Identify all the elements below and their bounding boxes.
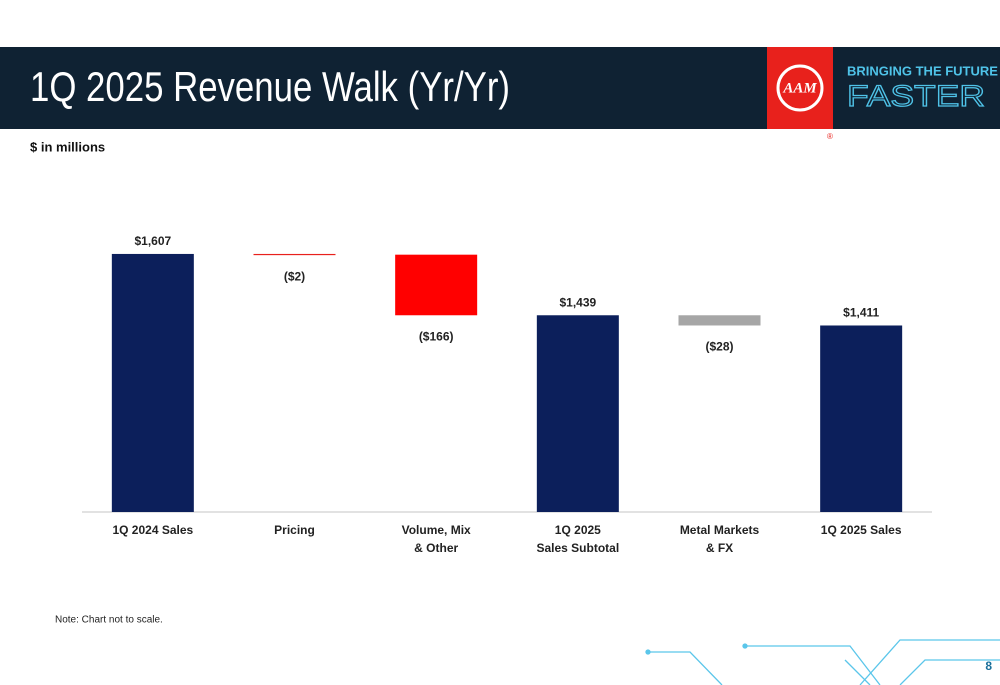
- x-tick-label: Pricing: [274, 523, 315, 537]
- x-tick-label: 1Q 2025 Sales: [821, 523, 902, 537]
- bar: [820, 325, 903, 512]
- subtitle: $ in millions: [30, 139, 105, 154]
- page-number: 8: [985, 659, 992, 673]
- value-label: $1,439: [559, 295, 596, 309]
- bar: [536, 315, 619, 512]
- bar: [395, 254, 478, 316]
- bar: [253, 253, 336, 256]
- bar: [111, 253, 194, 512]
- slide-title: 1Q 2025 Revenue Walk (Yr/Yr): [30, 63, 510, 110]
- bar: [678, 315, 761, 326]
- header-band: [0, 47, 1000, 129]
- value-label: $1,411: [843, 306, 879, 320]
- value-label: $1,607: [134, 234, 171, 248]
- x-tick-label: 1Q 2024 Sales: [112, 523, 193, 537]
- note: Note: Chart not to scale.: [55, 615, 163, 626]
- x-tick-label: Metal Markets & FX: [680, 523, 760, 555]
- value-label: ($166): [419, 329, 454, 343]
- logo-text: AAM: [782, 80, 817, 96]
- value-label: ($28): [705, 340, 733, 354]
- registered-mark: ®: [827, 132, 833, 141]
- decoration: [645, 639, 1000, 685]
- logo-ring: [776, 64, 824, 112]
- tagline: BRINGING THE FUTURE: [847, 63, 998, 78]
- value-label: ($2): [284, 269, 305, 283]
- x-tick-label: Volume, Mix & Other: [402, 523, 471, 555]
- tagline: FASTER: [847, 80, 985, 113]
- x-tick-label: 1Q 2025 Sales Subtotal: [536, 523, 619, 555]
